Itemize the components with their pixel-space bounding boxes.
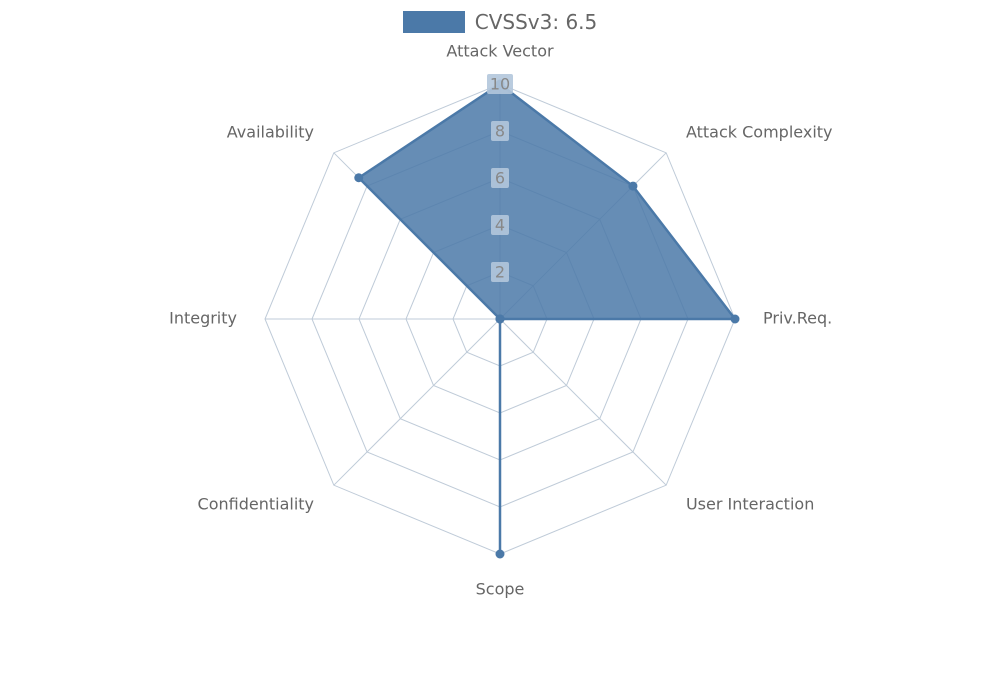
axis-label-availability: Availability xyxy=(227,123,314,142)
series-point xyxy=(628,182,637,191)
axis-label-attack_vector: Attack Vector xyxy=(446,42,554,61)
legend-swatch xyxy=(403,11,465,33)
series-point xyxy=(496,550,505,559)
axis-spoke xyxy=(500,319,666,485)
axis-label-priv_req: Priv.Req. xyxy=(763,309,832,328)
legend-label: CVSSv3: 6.5 xyxy=(475,10,598,34)
tick-label: 4 xyxy=(495,216,505,235)
tick-label: 6 xyxy=(495,169,505,188)
axis-label-integrity: Integrity xyxy=(169,309,237,328)
axis-spoke xyxy=(334,319,500,485)
axis-label-user_interaction: User Interaction xyxy=(686,494,814,513)
axis-label-attack_complexity: Attack Complexity xyxy=(686,123,833,142)
tick-label: 10 xyxy=(490,75,510,94)
radar-svg: 2 4 6 8 10 Attack Vector Attack Complexity Priv… xyxy=(0,34,1000,694)
axis-label-confidentiality: Confidentiality xyxy=(198,494,314,513)
axis-label-scope: Scope xyxy=(476,580,525,599)
series-point xyxy=(354,173,363,182)
radar-chart: 2 4 6 8 10 Attack Vector Attack Complexity Priv… xyxy=(0,34,1000,694)
legend: CVSSv3: 6.5 xyxy=(0,0,1000,34)
series-point xyxy=(731,315,740,324)
tick-label: 2 xyxy=(495,263,505,282)
series-point xyxy=(496,315,505,324)
tick-label: 8 xyxy=(495,122,505,141)
